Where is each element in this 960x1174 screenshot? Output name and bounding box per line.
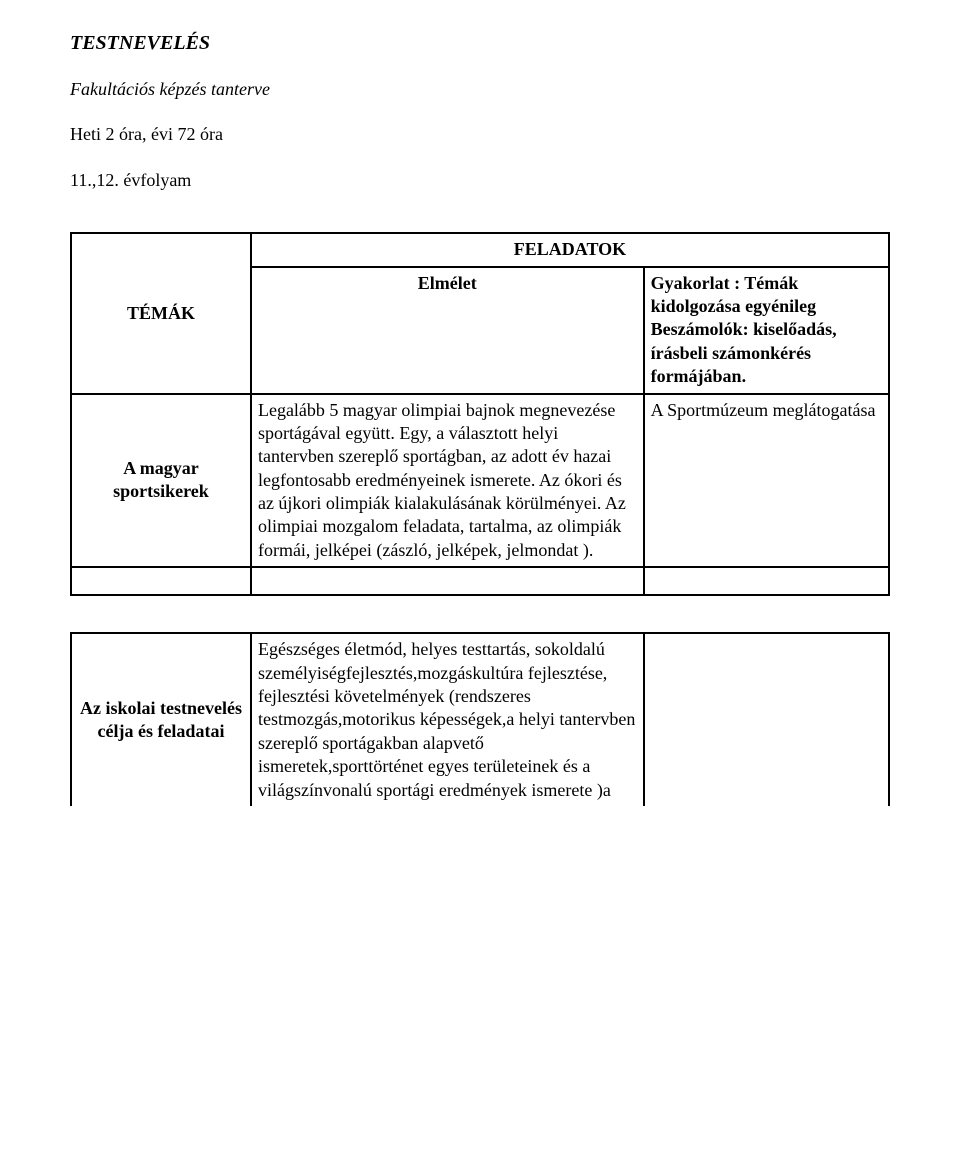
row1-practice: A Sportmúzeum meglátogatása (644, 394, 889, 568)
row1-label: A magyar sportsikerek (71, 394, 251, 568)
page-title: TESTNEVELÉS (70, 30, 890, 56)
curriculum-table-1: TÉMÁK FELADATOK Elmélet Gyakorlat : Témá… (70, 232, 890, 596)
row2-body: Egészséges életmód, helyes testtartás, s… (251, 633, 644, 806)
themes-header: TÉMÁK (71, 233, 251, 393)
curriculum-table-2: Az iskolai testnevelés célja és feladata… (70, 632, 890, 806)
empty-cell (251, 567, 644, 595)
schedule-line: Heti 2 óra, évi 72 óra (70, 123, 890, 146)
page-subtitle: Fakultációs képzés tanterve (70, 78, 890, 101)
row1-theory: Legalább 5 magyar olimpiai bajnok megnev… (251, 394, 644, 568)
empty-cell (644, 567, 889, 595)
empty-cell (71, 567, 251, 595)
practice-header-bold: Gyakorlat : Témák kidolgozása egyénileg … (651, 273, 837, 387)
tasks-header: FELADATOK (251, 233, 889, 266)
grade-line: 11.,12. évfolyam (70, 169, 890, 192)
row2-label: Az iskolai testnevelés célja és feladata… (71, 633, 251, 806)
row2-empty (644, 633, 889, 806)
theory-header: Elmélet (251, 267, 644, 394)
practice-header-text: Gyakorlat : Témák kidolgozása egyénileg … (644, 267, 889, 394)
